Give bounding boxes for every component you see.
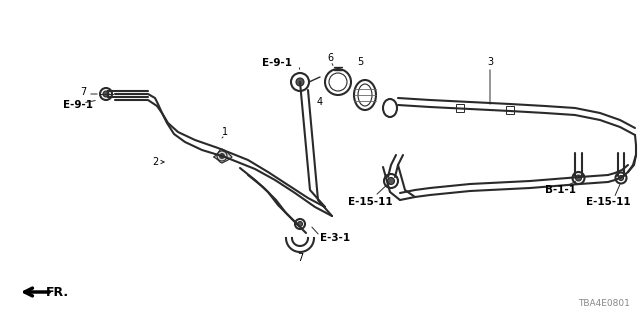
- Text: 2: 2: [152, 157, 158, 167]
- Text: E-9-1: E-9-1: [262, 58, 292, 68]
- Text: B-1-1: B-1-1: [545, 185, 575, 195]
- Text: 7: 7: [297, 253, 303, 263]
- Text: FR.: FR.: [46, 285, 69, 299]
- Circle shape: [298, 221, 303, 227]
- Text: 7: 7: [80, 87, 86, 97]
- Text: 3: 3: [487, 57, 493, 67]
- Text: 5: 5: [357, 57, 363, 67]
- Circle shape: [296, 78, 304, 86]
- Text: E-9-1: E-9-1: [63, 100, 93, 110]
- Bar: [456, 104, 464, 112]
- Text: 1: 1: [222, 127, 228, 137]
- Circle shape: [103, 91, 109, 97]
- Text: TBA4E0801: TBA4E0801: [578, 299, 630, 308]
- Circle shape: [220, 154, 225, 158]
- Text: E-15-11: E-15-11: [586, 197, 630, 207]
- Polygon shape: [214, 149, 232, 163]
- Circle shape: [618, 175, 623, 180]
- Text: 4: 4: [317, 97, 323, 107]
- Circle shape: [575, 175, 582, 181]
- Text: 6: 6: [327, 53, 333, 63]
- Text: E-3-1: E-3-1: [320, 233, 350, 243]
- Bar: [506, 106, 514, 114]
- Circle shape: [387, 178, 394, 185]
- Text: E-15-11: E-15-11: [348, 197, 392, 207]
